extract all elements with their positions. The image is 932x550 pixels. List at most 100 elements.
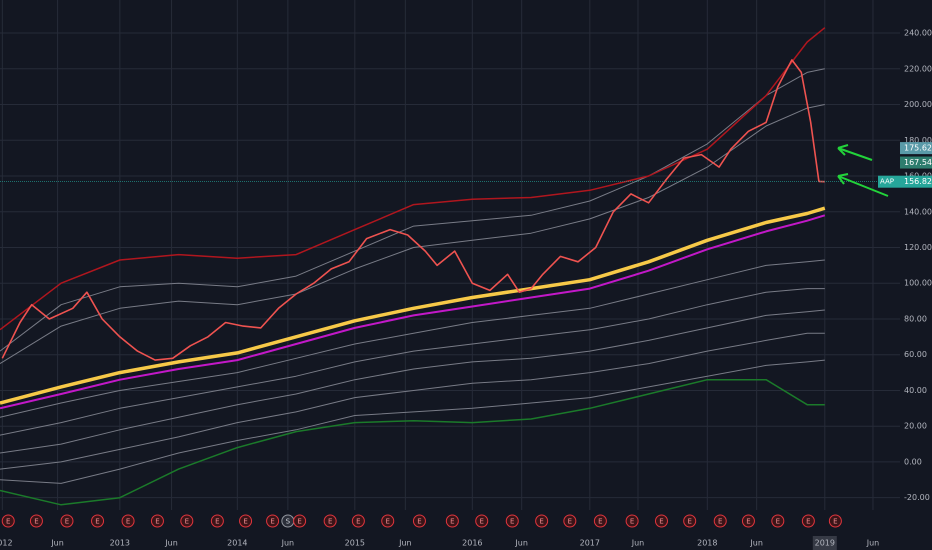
event-marker [60, 514, 74, 528]
event-label: E [630, 518, 634, 526]
event-marker [412, 514, 426, 528]
annotation-arrows [837, 144, 889, 197]
event-marker [563, 514, 577, 528]
event-marker [505, 514, 519, 528]
event-label: E [297, 518, 301, 526]
event-marker [29, 514, 43, 528]
x-tick-label: 2016 [462, 539, 482, 548]
event-label: E [833, 518, 837, 526]
y-tick-label: 140.00 [904, 207, 932, 216]
y-tick-label: -20.00 [904, 493, 930, 502]
event-marker [91, 514, 105, 528]
x-tick-label: 2017 [580, 539, 600, 548]
price-label: 175.62 [904, 144, 932, 153]
x-tick-label: Jun [164, 539, 178, 548]
event-marker [535, 514, 549, 528]
event-label: E [270, 518, 274, 526]
event-label: E [539, 518, 543, 526]
y-tick-label: 40.00 [904, 386, 927, 395]
event-marker [180, 514, 194, 528]
event-marker [683, 514, 697, 528]
y-tick-label: 100.00 [904, 279, 932, 288]
event-label: E [386, 518, 390, 526]
event-marker [445, 514, 459, 528]
event-marker [266, 514, 280, 528]
event-marker [654, 514, 668, 528]
y-tick-label: 220.00 [904, 64, 932, 73]
arrow [837, 173, 889, 197]
event-marker [593, 514, 607, 528]
x-tick-label: Jun [631, 539, 645, 548]
band-line [0, 27, 826, 331]
band-line [0, 68, 825, 352]
band-line [0, 378, 825, 506]
y-tick-label: 200.00 [904, 100, 932, 109]
y-tick-label: 80.00 [904, 314, 927, 323]
band-line [0, 259, 825, 418]
axes: -20.00 0.00 20.00 40.00 60.00 80.00 100.00 120.… [0, 29, 932, 550]
event-label: E [328, 518, 332, 526]
event-label: E [6, 518, 10, 526]
band-line [0, 309, 825, 454]
x-tick-label: 2015 [345, 539, 365, 548]
event-marker [381, 514, 395, 528]
event-label: S [286, 518, 291, 526]
band-line [0, 359, 825, 484]
event-marker [475, 514, 489, 528]
event-marker [351, 514, 365, 528]
event-marker [801, 514, 815, 528]
event-marker [713, 514, 727, 528]
price-label: 167.54 [904, 158, 932, 167]
event-label: E [568, 518, 572, 526]
event-label: E [746, 518, 750, 526]
event-label: E [155, 518, 159, 526]
event-label: E [510, 518, 514, 526]
x-tick-label: 2012 [0, 539, 13, 548]
event-label: E [417, 518, 421, 526]
x-tick-highlight [812, 536, 837, 550]
event-marker [741, 514, 755, 528]
band-line [0, 288, 825, 436]
band-line [0, 104, 825, 365]
y-tick-label: 60.00 [904, 350, 927, 359]
y-tick-label: 120.00 [904, 243, 932, 252]
x-tick-label: 2013 [110, 539, 130, 548]
event-label: E [598, 518, 602, 526]
event-marker [121, 514, 135, 528]
symbol-label: AAP [880, 178, 894, 186]
event-label: E [215, 518, 219, 526]
event-marker [1, 514, 15, 528]
price-tag [900, 175, 932, 188]
event-label: E [718, 518, 722, 526]
price-tag [900, 156, 932, 169]
band-line [0, 214, 826, 410]
event-marker [239, 514, 253, 528]
event-label: E [34, 518, 38, 526]
event-label: E [356, 518, 360, 526]
arrow [837, 144, 873, 161]
y-tick-label: 240.00 [904, 29, 932, 38]
event-label: E [806, 518, 810, 526]
event-marker [150, 514, 164, 528]
band-line [0, 332, 825, 470]
x-tick-label: Jun [50, 539, 64, 548]
x-tick-label: Jun [514, 539, 528, 548]
event-label: E [776, 518, 780, 526]
event-marker [323, 514, 337, 528]
price-line [1, 59, 825, 361]
event-label: E [659, 518, 663, 526]
x-tick-label: Jun [398, 539, 412, 548]
event-marker [828, 514, 842, 528]
symbol-tag [878, 175, 900, 188]
y-tick-label: 180.00 [904, 136, 932, 145]
band-line [0, 206, 826, 405]
x-tick-label: 2019 [815, 539, 835, 548]
price-label: 156.82 [904, 177, 932, 186]
event-marker [771, 514, 785, 528]
x-tick-label: Jun [749, 539, 763, 548]
event-label: E [243, 518, 247, 526]
plot-area [0, 27, 900, 506]
event-label: E [185, 518, 189, 526]
